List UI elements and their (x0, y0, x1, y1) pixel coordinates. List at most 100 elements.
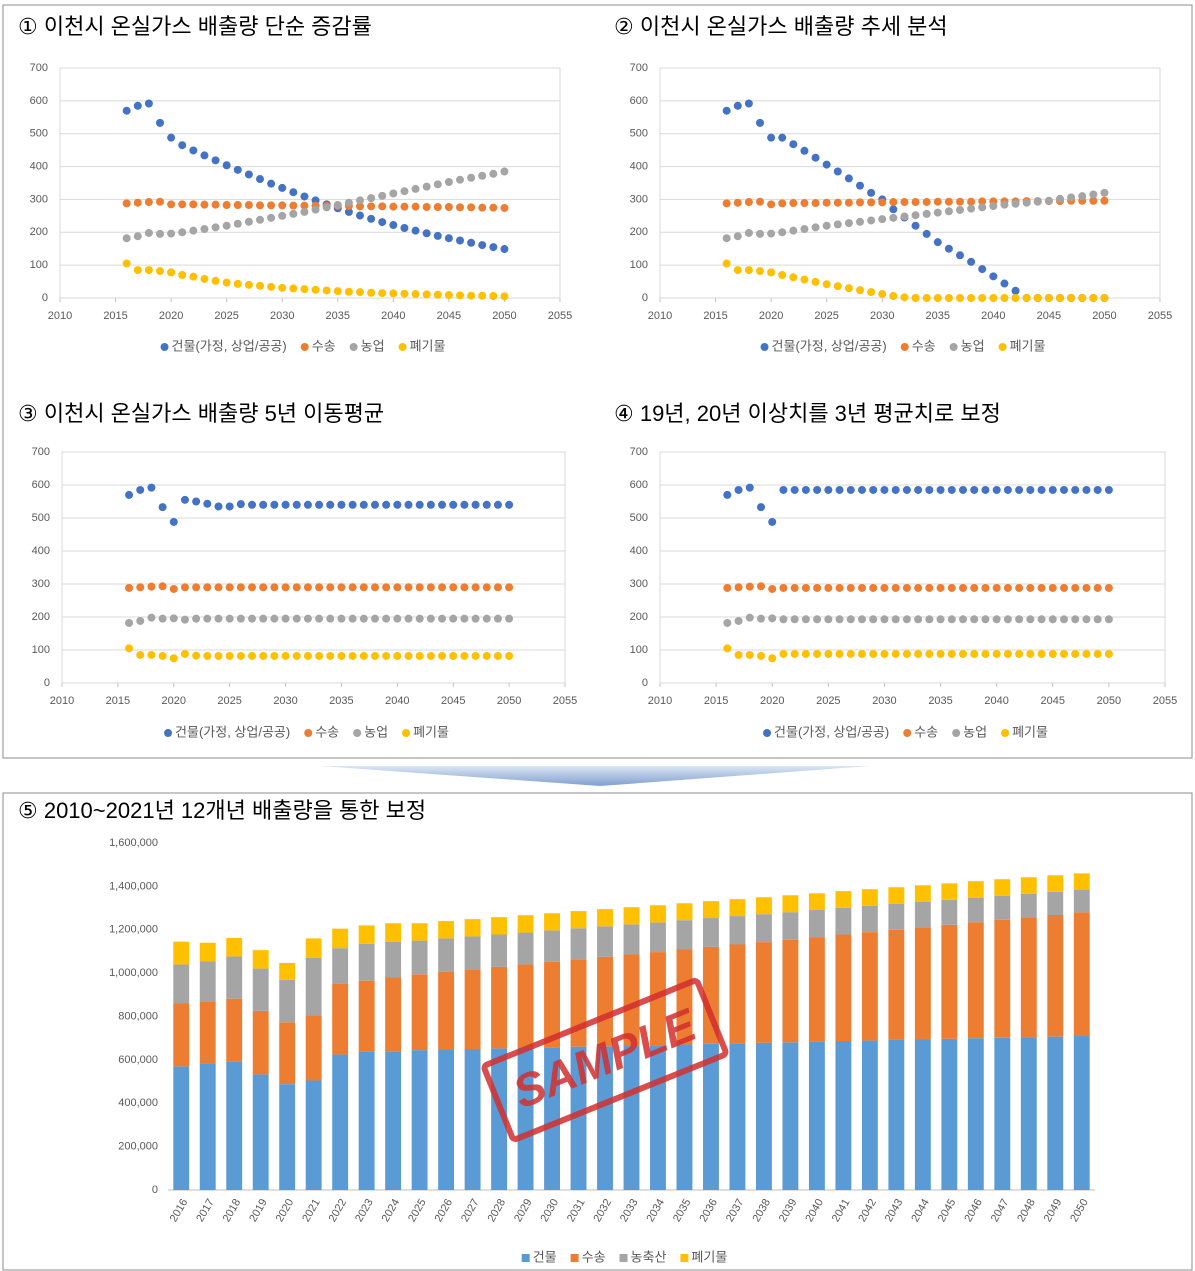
point (300, 201, 309, 210)
point (267, 179, 276, 188)
point (1048, 485, 1057, 494)
bar-segment (517, 932, 534, 965)
x-tick-label: 2023 (353, 1197, 376, 1224)
point (1056, 194, 1064, 203)
point (858, 583, 866, 592)
point (756, 267, 764, 276)
point (236, 614, 245, 623)
point (880, 649, 889, 658)
y-tick-label: 1,400,000 (109, 880, 158, 892)
x-tick-label: 2010 (50, 695, 74, 707)
bar-segment (782, 939, 799, 1043)
point (292, 614, 301, 623)
point (400, 187, 409, 196)
point (1011, 286, 1020, 295)
point (344, 198, 353, 207)
point (970, 583, 979, 592)
point (733, 101, 742, 110)
y-tick-label: 400 (630, 545, 648, 557)
point (992, 615, 1001, 624)
point (348, 651, 357, 660)
bar-segment (279, 979, 296, 1023)
point (745, 613, 754, 622)
point (959, 583, 967, 592)
point (359, 614, 368, 623)
point (933, 238, 942, 247)
point (947, 485, 956, 494)
point (880, 485, 889, 494)
point (1000, 294, 1009, 302)
point (767, 133, 776, 142)
point (244, 217, 253, 226)
point (1003, 485, 1012, 494)
bar-segment (729, 916, 746, 945)
point (147, 582, 156, 591)
point (333, 201, 342, 210)
point (244, 280, 253, 289)
point (136, 616, 145, 625)
bar-segment (597, 909, 613, 927)
x-tick-label: 2045 (441, 695, 465, 707)
point (869, 649, 878, 658)
bar-segment (438, 938, 455, 972)
point (144, 99, 153, 108)
point (444, 178, 453, 187)
y-tick-label: 0 (152, 1184, 158, 1196)
legend-label: 수송 (582, 1249, 606, 1264)
point (404, 614, 413, 623)
point (422, 182, 431, 191)
x-tick-label: 2045 (936, 1197, 959, 1224)
point (756, 118, 764, 127)
point (978, 294, 987, 302)
point (203, 583, 212, 592)
point (767, 200, 776, 209)
point (911, 211, 920, 220)
x-tick-label: 2055 (1148, 310, 1172, 322)
point (1011, 294, 1020, 302)
point (178, 228, 187, 237)
point (389, 189, 398, 198)
point (856, 181, 864, 190)
x-tick-label: 2030 (539, 1197, 562, 1224)
point (259, 651, 268, 660)
point (222, 221, 231, 230)
point (225, 583, 234, 592)
point (211, 276, 220, 285)
x-tick-label: 2034 (644, 1197, 667, 1224)
point (789, 226, 798, 235)
bar-segment (199, 1063, 216, 1190)
point (992, 583, 1001, 592)
bar-segment (491, 966, 508, 1049)
point (444, 291, 453, 300)
bar-segment (703, 918, 719, 947)
chart-title: ⑤ 2010~2021년 12개년 배출량을 통한 보정 (18, 798, 426, 823)
point (835, 485, 844, 494)
x-tick-label: 2040 (984, 695, 1008, 707)
point (790, 615, 799, 624)
point (300, 285, 309, 294)
point (456, 291, 464, 300)
point (460, 651, 469, 660)
point (478, 171, 487, 180)
chart-title: ③ 이천시 온실가스 배출량 5년 이동평균 (18, 401, 384, 426)
bar-segment (1047, 875, 1064, 892)
bar-segment (332, 948, 349, 984)
y-tick-label: 200,000 (118, 1141, 158, 1153)
point (147, 483, 156, 492)
legend-label: 건물(가정, 상업/공공) (772, 338, 887, 353)
point (944, 294, 953, 302)
y-tick-label: 600 (630, 479, 648, 491)
point (367, 202, 376, 211)
bar-segment (173, 964, 190, 1004)
x-tick-label: 2020 (159, 310, 183, 322)
point (438, 583, 447, 592)
point (811, 199, 820, 208)
bar-segment (888, 903, 905, 930)
y-tick-label: 600 (630, 95, 648, 107)
point (925, 649, 934, 658)
point (959, 615, 967, 624)
point (256, 215, 264, 224)
x-tick-label: 2038 (750, 1197, 773, 1224)
bar-segment (464, 936, 481, 970)
point (1078, 294, 1087, 302)
